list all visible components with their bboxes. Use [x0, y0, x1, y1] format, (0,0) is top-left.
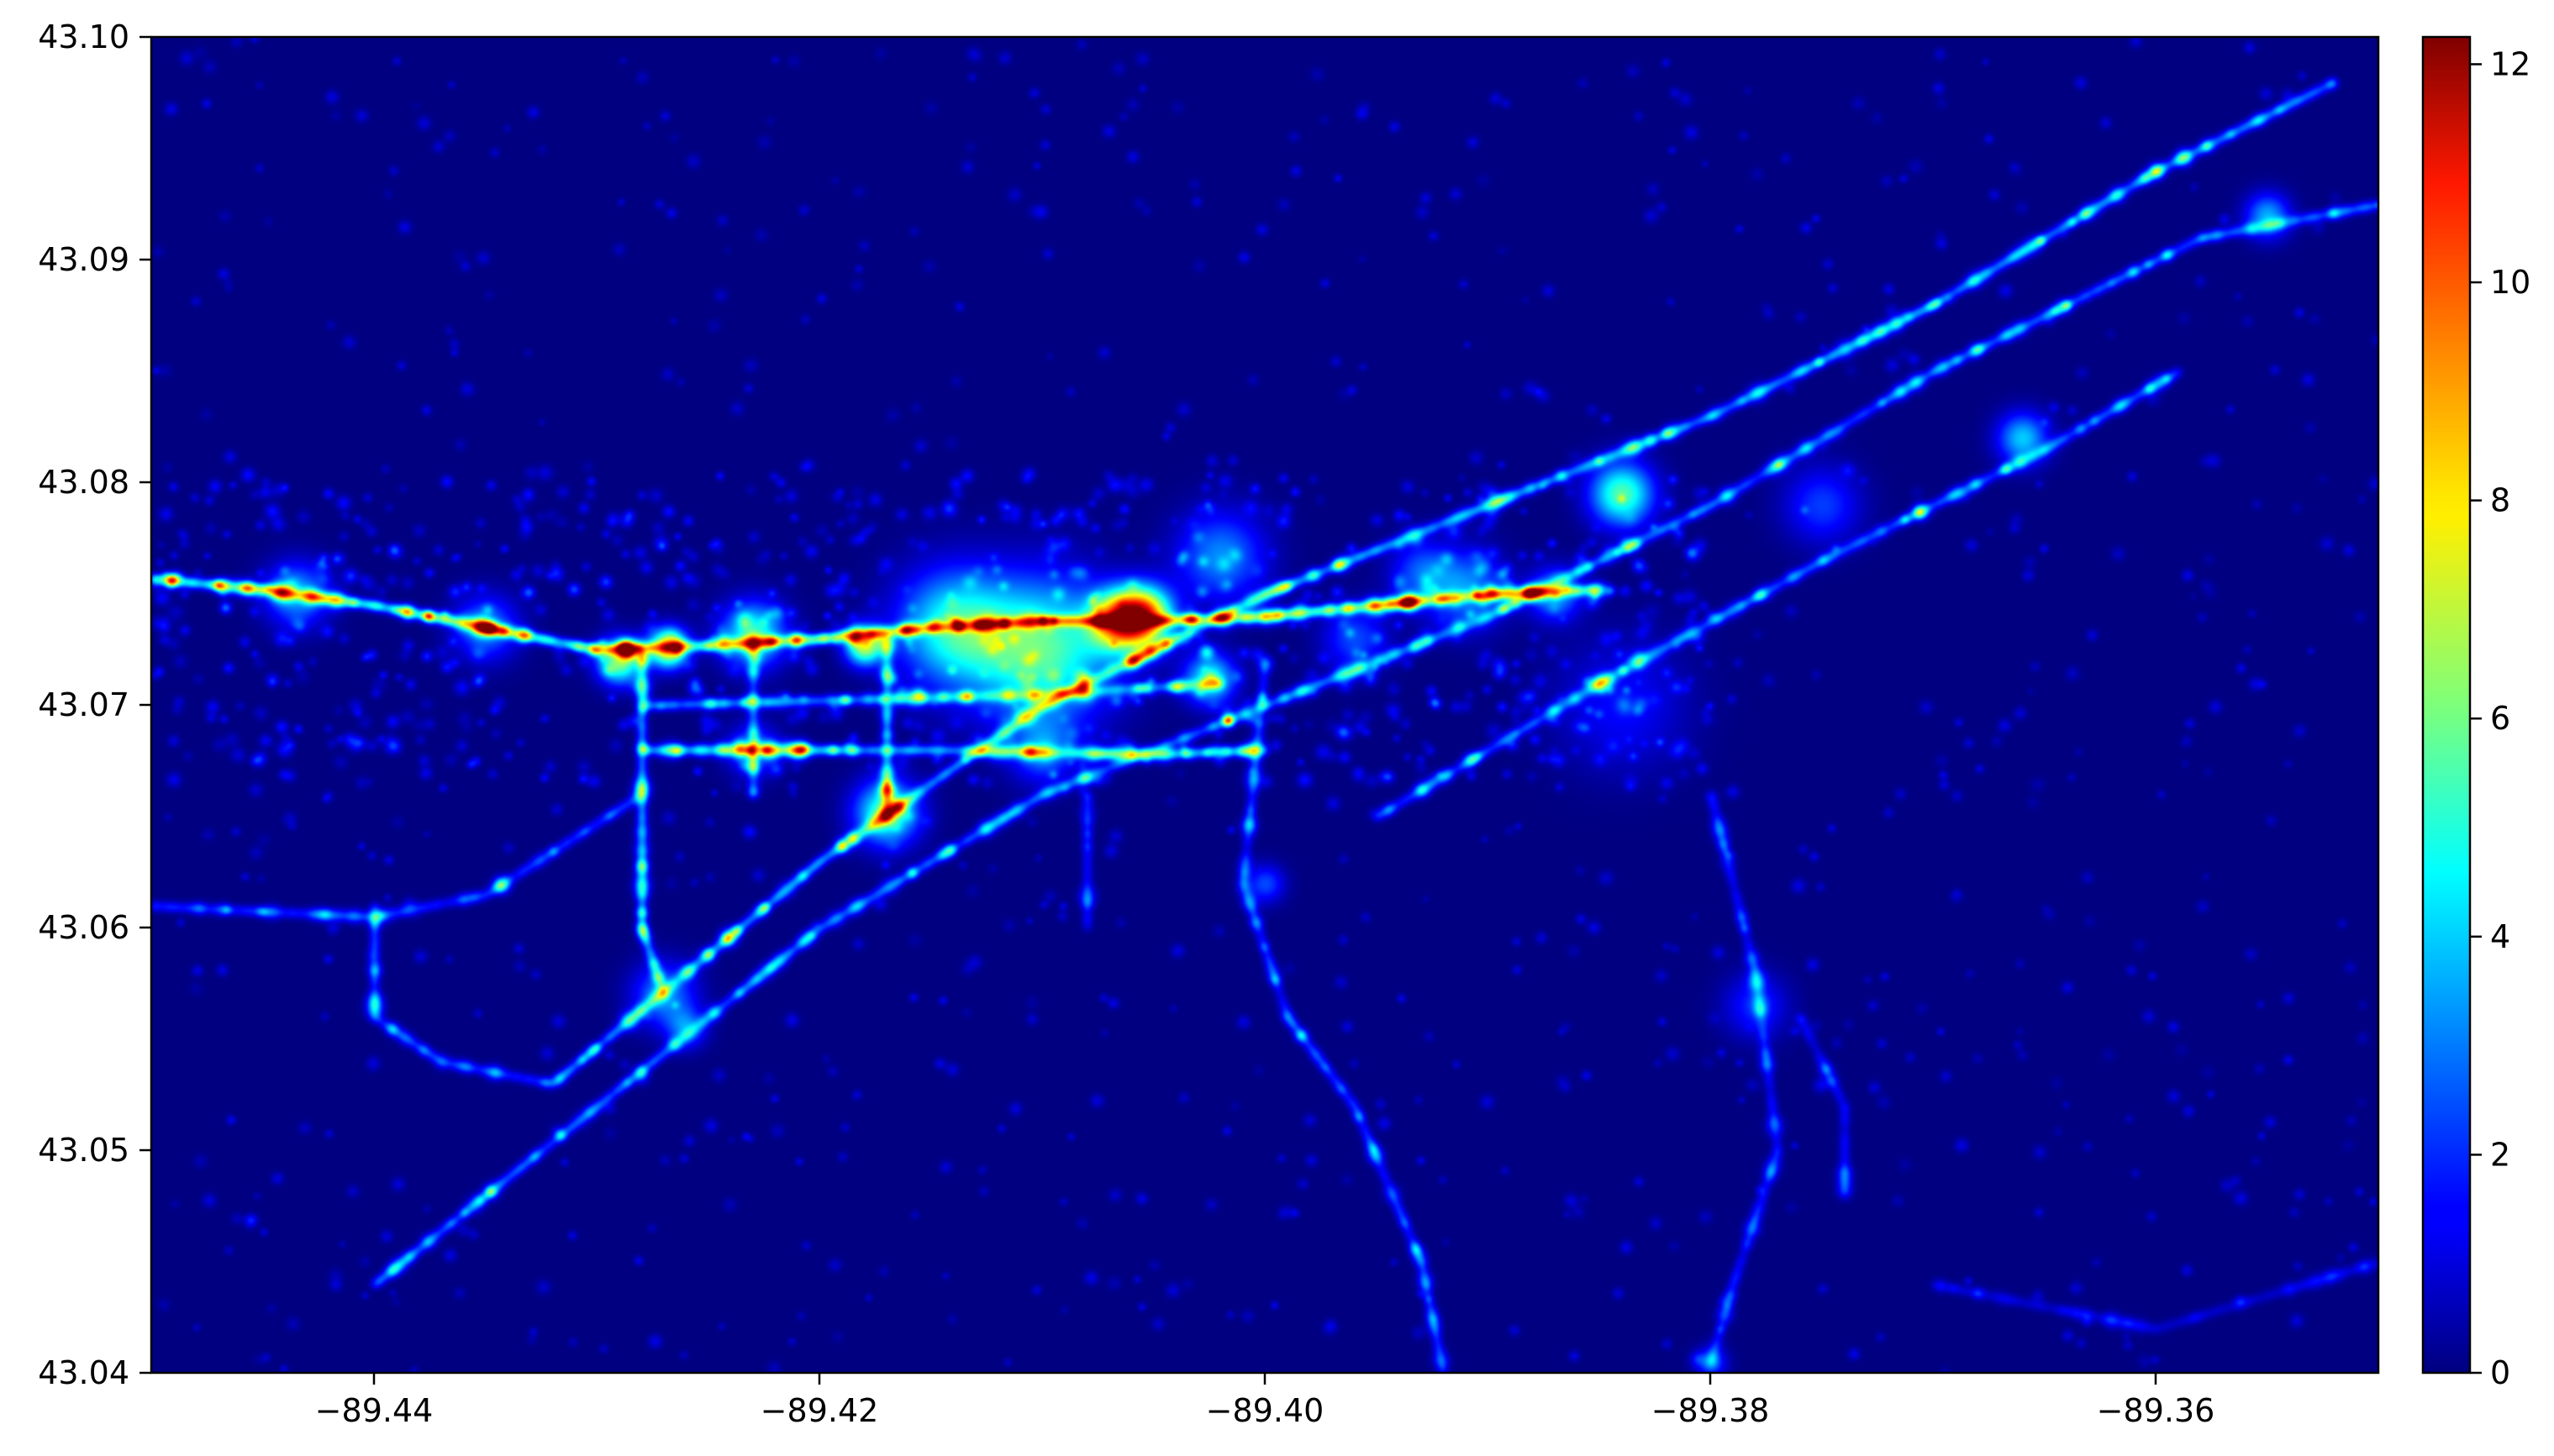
colorbar-tick-label: 2: [2490, 1136, 2510, 1173]
x-tick-label: −89.40: [1206, 1392, 1324, 1429]
x-tick-label: −89.42: [761, 1392, 879, 1429]
colorbar-tick-label: 4: [2490, 918, 2510, 955]
y-tick-label: 43.10: [38, 18, 129, 55]
colorbar-tick-label: 12: [2490, 45, 2530, 82]
y-tick-label: 43.04: [38, 1354, 129, 1391]
colorbar-tick-label: 6: [2490, 700, 2510, 737]
y-tick-label: 43.05: [38, 1132, 129, 1169]
colorbar: 0 2 4 6 8 10 12: [2421, 35, 2530, 1391]
x-tick-label: −89.38: [1651, 1392, 1770, 1429]
colorbar-axis: 0 2 4 6 8 10 12: [2470, 45, 2530, 1391]
y-tick-label: 43.06: [38, 909, 129, 946]
plot-area: [150, 35, 2380, 1375]
y-tick-label: 43.08: [38, 464, 129, 501]
y-tick-label: 43.07: [38, 686, 129, 723]
heatmap-image-holder: [151, 37, 2378, 1373]
x-tick-label: −89.44: [315, 1392, 434, 1429]
x-tick-label: −89.36: [2097, 1392, 2215, 1429]
y-tick-label: 43.09: [38, 241, 129, 278]
colorbar-gradient: [2421, 35, 2472, 1375]
y-axis: 43.04 43.05 43.06 43.07 43.08 43.09 43.10: [38, 18, 151, 1391]
colorbar-tick-label: 10: [2490, 264, 2530, 301]
colorbar-tick-label: 8: [2490, 482, 2510, 519]
x-axis: −89.44 −89.42 −89.40 −89.38 −89.36: [315, 1373, 2215, 1429]
colorbar-tick-label: 0: [2490, 1354, 2510, 1391]
heatmap-image: [151, 37, 2378, 1373]
